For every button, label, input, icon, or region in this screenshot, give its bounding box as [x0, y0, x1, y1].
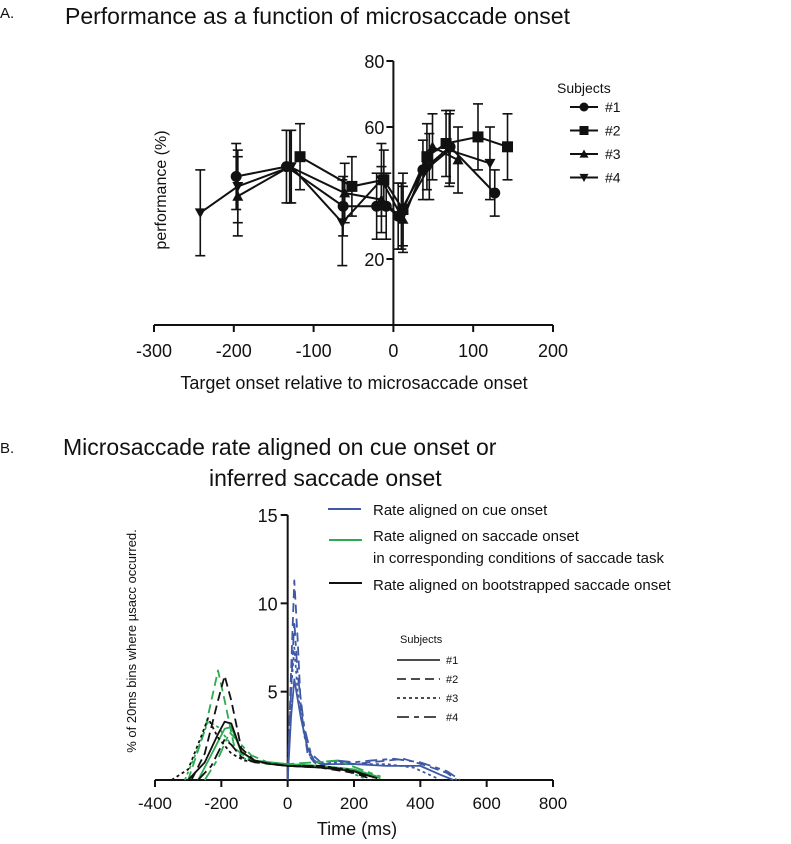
legend-label-bootstrapped: Rate aligned on bootstrapped saccade ons… [373, 577, 672, 594]
series-line-sacc-3 [184, 720, 365, 781]
legend-label-saccade-line2: in corresponding conditions of saccade t… [373, 550, 665, 567]
data-point-triangle-down [232, 182, 244, 192]
x-tick-label: 400 [406, 794, 434, 813]
panel-a-label: A. [0, 5, 14, 22]
x-tick-label: -200 [216, 341, 252, 361]
legend-label: #1 [605, 99, 621, 115]
legend-label-saccade: Rate aligned on saccade onset [373, 528, 580, 545]
data-point-triangle-up [397, 213, 409, 224]
panel-b-label: B. [0, 440, 14, 457]
x-tick-label: -100 [296, 341, 332, 361]
x-tick-label: 600 [472, 794, 500, 813]
x-tick-label: 100 [458, 341, 488, 361]
series-line-cue-3 [286, 646, 438, 781]
data-point-triangle-down [443, 145, 455, 156]
legend-label: #3 [605, 146, 621, 162]
series-line-boot-3 [171, 717, 371, 781]
data-point-triangle-up [452, 154, 464, 165]
x-tick-label: -400 [138, 794, 172, 813]
y-tick-label: 5 [268, 683, 278, 703]
panel-b-title-line2: inferred saccade onset [209, 465, 442, 491]
data-point-circle [230, 171, 242, 182]
x-tick-label: 0 [283, 794, 292, 813]
panel-b-subject-legend: Subjects #1 #2 #3 #4 [397, 634, 458, 724]
panel-b-color-legend: Rate aligned on cue onset Rate aligned o… [328, 502, 672, 594]
x-tick-label: -200 [204, 794, 238, 813]
x-tick-label: 200 [340, 794, 368, 813]
series-line-cue-1 [286, 678, 454, 781]
data-point-circle [489, 187, 501, 199]
data-point-square [440, 138, 452, 149]
y-tick-label: 60 [364, 118, 384, 138]
legend-marker-triangle-down [579, 173, 589, 182]
legend-label-cue: Rate aligned on cue onset [373, 502, 548, 519]
panel-a-legend: Subjects #1 #2 #3 #4 [557, 80, 621, 186]
panel-a-legend-title: Subjects [557, 80, 611, 96]
data-point-square [421, 151, 433, 163]
legend-marker-square [579, 126, 589, 135]
series-line-cue-2 [286, 579, 458, 781]
y-tick-label: 10 [258, 594, 278, 614]
panel-b-data [171, 579, 461, 781]
data-point-triangle-down [423, 162, 435, 173]
y-tick-label: 15 [258, 506, 278, 526]
y-tick-label: 20 [364, 250, 384, 270]
subject-legend-label: #4 [446, 712, 458, 724]
series-line-boot-4 [197, 738, 371, 781]
legend-label: #4 [605, 170, 621, 186]
data-point-triangle-down [285, 162, 297, 173]
data-point-triangle-down [336, 218, 348, 229]
panel-b-xlabel: Time (ms) [317, 819, 397, 839]
x-tick-label: 0 [388, 341, 398, 361]
panel-a-xlabel: Target onset relative to microsaccade on… [180, 373, 527, 393]
panel-a-data [194, 103, 514, 267]
legend-marker-triangle-up [579, 149, 589, 158]
panel-a-ylabel: performance (%) [153, 130, 170, 249]
panel-b-axes: -400 -200 0 200 400 600 800 5 10 15 [138, 506, 567, 813]
x-tick-label: 200 [538, 341, 568, 361]
subject-legend-title: Subjects [400, 634, 443, 646]
panel-b-ylabel: % of 20ms bins where µsacc occurred. [124, 529, 139, 753]
data-point-triangle-down [395, 211, 407, 222]
y-tick-label: 80 [364, 52, 384, 72]
panel-a-title: Performance as a function of microsaccad… [65, 3, 571, 29]
series-line-boot-2 [190, 674, 375, 781]
x-tick-label: 800 [539, 794, 567, 813]
series-line-1 [236, 145, 496, 218]
series-line-sacc-4 [203, 731, 381, 781]
data-point-triangle-down [484, 158, 496, 169]
subject-legend-label: #1 [446, 655, 458, 667]
data-point-square [294, 151, 306, 163]
data-point-square [502, 141, 514, 153]
x-tick-label: -300 [136, 341, 172, 361]
panel-a-axes: -300 -200 -100 0 100 200 20 60 80 [136, 52, 568, 361]
legend-marker-circle [579, 102, 589, 112]
subject-legend-label: #3 [446, 693, 458, 705]
data-point-triangle-down [375, 175, 387, 186]
panel-b-title: Microsaccade rate aligned on cue onset o… [63, 434, 497, 460]
data-point-square [346, 180, 358, 192]
data-point-square [472, 131, 484, 143]
legend-label: #2 [605, 123, 621, 139]
data-point-triangle-down [194, 208, 206, 219]
subject-legend-label: #2 [446, 674, 458, 686]
